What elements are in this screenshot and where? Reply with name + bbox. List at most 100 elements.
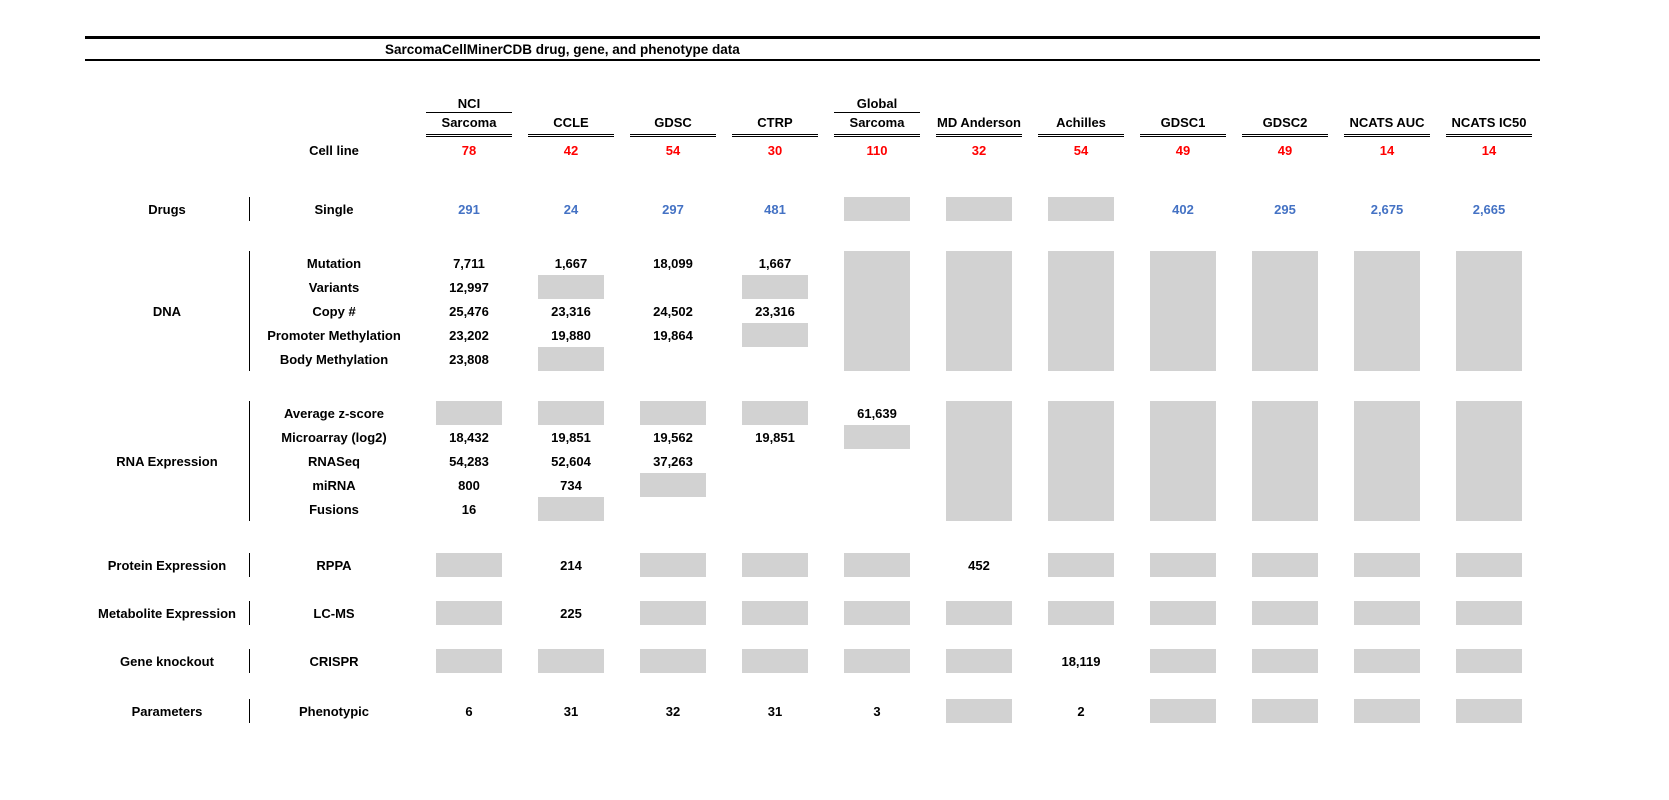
data-cell bbox=[622, 601, 724, 625]
data-cell: 23,202 bbox=[418, 323, 520, 347]
column-group-label: Global bbox=[834, 96, 920, 113]
data-cell bbox=[1234, 323, 1336, 347]
na-block bbox=[1354, 347, 1420, 371]
data-cell bbox=[928, 473, 1030, 497]
data-cell bbox=[928, 299, 1030, 323]
column-label: Achilles bbox=[1056, 115, 1106, 130]
na-block bbox=[844, 553, 910, 577]
data-cell bbox=[520, 275, 622, 299]
data-value: 19,851 bbox=[755, 429, 795, 445]
row-label-single: Single bbox=[314, 201, 354, 217]
data-cell bbox=[1132, 649, 1234, 673]
column-header-inner: MD Anderson bbox=[936, 114, 1022, 137]
na-block bbox=[1252, 299, 1318, 323]
na-block bbox=[946, 197, 1012, 221]
data-cell bbox=[1438, 601, 1540, 625]
data-cell bbox=[418, 601, 520, 625]
data-cell bbox=[1030, 601, 1132, 625]
data-cell bbox=[1132, 425, 1234, 449]
na-block bbox=[946, 299, 1012, 323]
cell-line-count-cell: 78 bbox=[418, 137, 520, 163]
na-block bbox=[1354, 699, 1420, 723]
data-value: 1,667 bbox=[554, 255, 588, 271]
na-block bbox=[1150, 649, 1216, 673]
data-cell bbox=[1234, 299, 1336, 323]
na-block bbox=[1150, 449, 1216, 473]
column-label: CTRP bbox=[757, 115, 793, 130]
cell-line-count-cell: 54 bbox=[1030, 137, 1132, 163]
data-cell: 2 bbox=[1030, 699, 1132, 723]
column-label: Sarcoma bbox=[849, 115, 905, 130]
data-cell bbox=[1438, 553, 1540, 577]
data-cell: 19,864 bbox=[622, 323, 724, 347]
data-value: 481 bbox=[764, 201, 786, 217]
data-cell bbox=[622, 553, 724, 577]
na-block bbox=[1252, 401, 1318, 425]
column-label: GDSC2 bbox=[1262, 115, 1308, 130]
data-cell bbox=[826, 323, 928, 347]
na-block bbox=[1456, 699, 1522, 723]
data-cell bbox=[1336, 401, 1438, 425]
na-block bbox=[538, 275, 604, 299]
cell-line-count-cell: 14 bbox=[1438, 137, 1540, 163]
na-block bbox=[1048, 425, 1114, 449]
na-block bbox=[1252, 347, 1318, 371]
data-cell bbox=[928, 425, 1030, 449]
cell-line-count: 54 bbox=[665, 142, 681, 158]
data-cell bbox=[826, 553, 928, 577]
column-label: NCATS IC50 bbox=[1451, 115, 1527, 130]
na-block bbox=[1252, 449, 1318, 473]
data-cell bbox=[622, 275, 724, 299]
category-protein-expression: Protein Expression bbox=[85, 553, 250, 577]
row-label-copy: Copy # bbox=[312, 303, 356, 319]
row-label-lc-ms: LC-MS bbox=[313, 605, 355, 621]
cell-line-count: 14 bbox=[1379, 142, 1395, 158]
data-cell bbox=[1438, 347, 1540, 371]
na-block bbox=[1456, 553, 1522, 577]
data-cell bbox=[724, 497, 826, 521]
column-label: MD Anderson bbox=[936, 115, 1022, 130]
cell-line-count: 78 bbox=[461, 142, 477, 158]
cell-line-count: 54 bbox=[1073, 142, 1089, 158]
data-cell bbox=[1234, 425, 1336, 449]
na-block bbox=[946, 449, 1012, 473]
data-value: 24,502 bbox=[653, 303, 693, 319]
data-value: 31 bbox=[767, 703, 783, 719]
cell-line-count: 49 bbox=[1277, 142, 1293, 158]
na-block bbox=[1150, 473, 1216, 497]
data-cell bbox=[928, 323, 1030, 347]
data-cell: 1,667 bbox=[724, 251, 826, 275]
data-cell bbox=[1336, 553, 1438, 577]
data-cell bbox=[928, 251, 1030, 275]
data-cell bbox=[724, 347, 826, 371]
na-block bbox=[1354, 553, 1420, 577]
data-cell: 800 bbox=[418, 473, 520, 497]
na-block bbox=[1252, 699, 1318, 723]
na-block bbox=[742, 649, 808, 673]
category-dna: DNA bbox=[85, 251, 250, 371]
na-block bbox=[1150, 401, 1216, 425]
data-cell bbox=[1438, 649, 1540, 673]
data-cell: 23,316 bbox=[520, 299, 622, 323]
na-block bbox=[1354, 601, 1420, 625]
na-block bbox=[538, 649, 604, 673]
row-label-microarray-log2: Microarray (log2) bbox=[281, 429, 387, 445]
na-block bbox=[1048, 473, 1114, 497]
data-value: 18,099 bbox=[653, 255, 693, 271]
data-cell bbox=[1132, 323, 1234, 347]
data-cell bbox=[1234, 275, 1336, 299]
column-header-md-anderson: MD Anderson bbox=[928, 87, 1030, 137]
column-header-inner: NCATS IC50 bbox=[1446, 114, 1532, 137]
column-header-inner: GDSC2 bbox=[1242, 114, 1328, 137]
cell-line-count: 32 bbox=[971, 142, 987, 158]
data-cell bbox=[1234, 699, 1336, 723]
na-block bbox=[1456, 299, 1522, 323]
data-cell bbox=[1030, 251, 1132, 275]
data-value: 19,880 bbox=[551, 327, 591, 343]
na-block bbox=[436, 649, 502, 673]
data-cell bbox=[1030, 197, 1132, 221]
na-block bbox=[1252, 473, 1318, 497]
na-block bbox=[640, 649, 706, 673]
row-label-variants: Variants bbox=[308, 279, 360, 295]
data-cell bbox=[1336, 275, 1438, 299]
